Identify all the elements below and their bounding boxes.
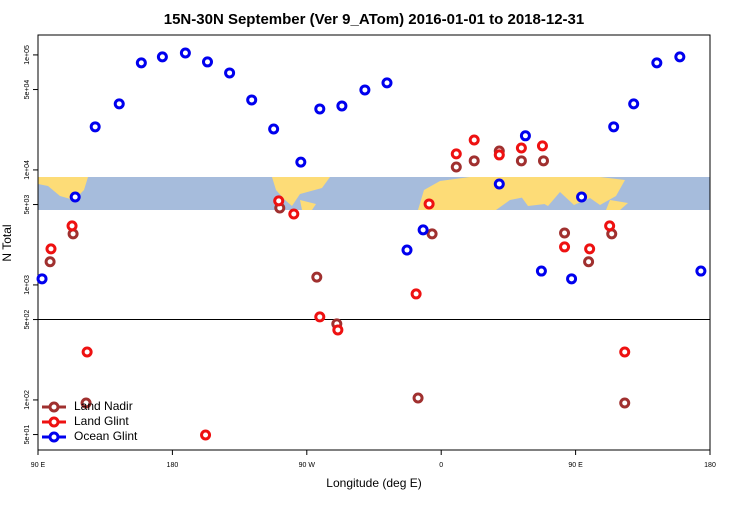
data-point xyxy=(410,288,422,300)
data-point xyxy=(332,324,344,336)
data-point xyxy=(535,265,547,277)
data-point xyxy=(200,429,212,441)
data-point xyxy=(426,228,438,240)
data-point xyxy=(628,98,640,110)
data-point xyxy=(576,191,588,203)
data-point xyxy=(619,397,631,409)
data-point xyxy=(314,311,326,323)
data-point xyxy=(273,195,285,207)
data-point xyxy=(156,51,168,63)
data-point xyxy=(36,273,48,285)
y-tick-label: 1e+02 xyxy=(24,390,31,410)
data-point xyxy=(519,130,531,142)
x-tick-label: 180 xyxy=(704,462,716,469)
data-point xyxy=(584,243,596,255)
data-point xyxy=(336,100,348,112)
data-point xyxy=(179,47,191,59)
data-point xyxy=(113,98,125,110)
data-point xyxy=(450,161,462,173)
x-axis-label: Longitude (deg E) xyxy=(326,476,421,490)
data-point xyxy=(201,56,213,68)
y-tick-label: 1e+03 xyxy=(24,275,31,295)
y-tick-label: 5e+03 xyxy=(24,195,31,215)
data-point xyxy=(423,198,435,210)
legend-label: Land Glint xyxy=(74,414,129,428)
x-tick-label: 0 xyxy=(439,462,443,469)
data-point xyxy=(566,273,578,285)
data-point xyxy=(537,155,549,167)
data-point xyxy=(135,57,147,69)
data-point xyxy=(66,220,78,232)
data-point xyxy=(583,256,595,268)
legend-marker xyxy=(48,401,60,413)
x-tick-label: 90 E xyxy=(568,462,583,469)
plot-frame xyxy=(37,34,711,451)
data-point xyxy=(417,224,429,236)
data-point xyxy=(359,84,371,96)
legend-marker xyxy=(48,431,60,443)
data-point xyxy=(89,121,101,133)
x-tick-label: 90 W xyxy=(299,462,316,469)
data-point xyxy=(651,57,663,69)
data-point xyxy=(295,156,307,168)
data-point xyxy=(493,149,505,161)
y-axis-label: N Total xyxy=(0,224,14,261)
data-point xyxy=(559,241,571,253)
data-point xyxy=(401,244,413,256)
data-point xyxy=(288,208,300,220)
chart-title: 15N-30N September (Ver 9_ATom) 2016-01-0… xyxy=(164,11,584,28)
data-point xyxy=(224,67,236,79)
y-tick-label: 5e+02 xyxy=(24,310,31,330)
data-point xyxy=(468,134,480,146)
data-point xyxy=(44,256,56,268)
data-point xyxy=(604,220,616,232)
data-point xyxy=(450,148,462,160)
y-tick-label: 5e+04 xyxy=(24,80,31,100)
data-point xyxy=(412,392,424,404)
x-tick-label: 180 xyxy=(167,462,179,469)
data-point xyxy=(311,271,323,283)
data-point xyxy=(515,155,527,167)
data-point xyxy=(268,123,280,135)
data-point xyxy=(515,142,527,154)
data-point xyxy=(314,103,326,115)
y-tick-label: 1e+04 xyxy=(24,160,31,180)
data-point xyxy=(468,155,480,167)
x-tick-label: 90 E xyxy=(31,462,46,469)
world-map xyxy=(38,177,710,210)
data-point xyxy=(246,94,258,106)
data-point xyxy=(381,77,393,89)
legend-label: Land Nadir xyxy=(74,399,133,413)
data-point xyxy=(493,178,505,190)
data-point xyxy=(559,227,571,239)
data-point xyxy=(80,397,92,409)
data-point xyxy=(69,191,81,203)
data-point xyxy=(674,51,686,63)
y-tick-label: 5e+01 xyxy=(24,425,31,445)
legend-label: Ocean Glint xyxy=(74,429,138,443)
y-tick-label: 1e+05 xyxy=(24,45,31,65)
data-point xyxy=(608,121,620,133)
data-point xyxy=(619,346,631,358)
data-point xyxy=(45,243,57,255)
legend-marker xyxy=(48,416,60,428)
data-point xyxy=(695,265,707,277)
data-point xyxy=(81,346,93,358)
data-point xyxy=(536,140,548,152)
